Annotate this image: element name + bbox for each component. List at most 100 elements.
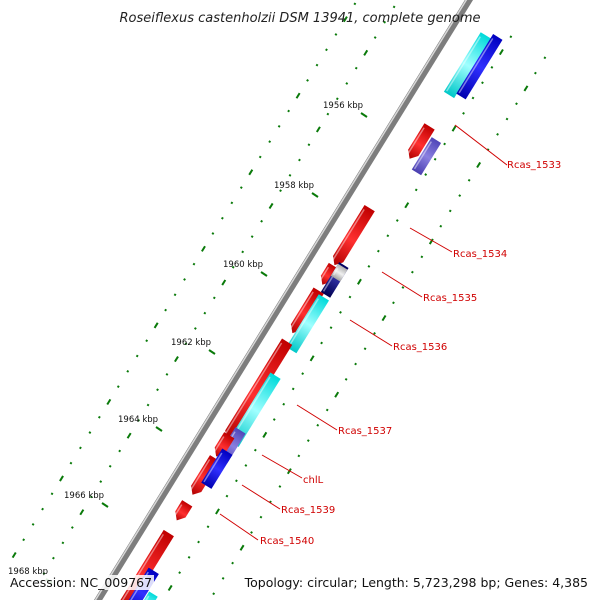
tick-mark	[360, 112, 368, 118]
gc-dot	[301, 372, 305, 375]
gc-dot	[376, 249, 380, 253]
gc-dot	[156, 388, 159, 392]
gene-label-rcas-1536: Rcas_1536	[393, 342, 447, 353]
gc-dot	[146, 403, 150, 407]
gene-rcas-1534	[331, 204, 375, 266]
gc-dot	[52, 556, 55, 560]
gc-dot	[443, 142, 446, 146]
gc-dot	[165, 373, 169, 376]
gc-dot	[433, 157, 437, 161]
gc-dot	[97, 415, 101, 419]
gc-dot	[262, 431, 268, 438]
gc-dot	[248, 169, 254, 176]
gc-dot	[167, 584, 173, 592]
gc-dot	[329, 326, 333, 330]
gc-dot	[137, 418, 140, 422]
gc-dot	[498, 48, 504, 56]
gc-dot	[505, 117, 509, 121]
gc-dot	[395, 219, 399, 222]
gene-red-long	[223, 338, 293, 440]
map-title: Roseiflexus castenholzii DSM 13941, comp…	[120, 11, 481, 26]
gc-dot	[153, 322, 159, 329]
gene-label-chll: chlL	[303, 475, 324, 486]
gc-dot	[231, 265, 235, 269]
gc-dot	[187, 555, 191, 559]
gc-dot	[173, 293, 177, 297]
gc-dot	[192, 262, 196, 266]
gc-dot	[411, 270, 414, 274]
gc-dot	[316, 423, 320, 427]
gc-dot	[404, 202, 410, 209]
gc-dot	[79, 509, 85, 516]
gene-rcas-1533	[411, 137, 442, 176]
gc-dot	[325, 48, 328, 52]
gc-dot	[320, 341, 323, 345]
gc-dot	[203, 311, 207, 315]
gene-label-rcas-1535: Rcas_1535	[423, 293, 477, 304]
gc-dot	[414, 188, 418, 192]
gene-labels: Rcas_1533 Rcas_1534 Rcas_1535 Rcas_1536 Rcas…	[219, 124, 561, 547]
gene-label-rcas-1534: Rcas_1534	[453, 249, 507, 260]
gc-dot	[295, 92, 301, 99]
gc-dot	[183, 278, 186, 281]
gc-dot	[367, 265, 371, 268]
gc-dot	[212, 592, 216, 596]
gene-label-rcas-1540: Rcas_1540	[260, 536, 314, 547]
gc-dot	[334, 33, 338, 36]
gc-dot	[108, 464, 112, 468]
gc-dot	[383, 20, 387, 24]
gc-dot	[339, 310, 342, 314]
gc-dot	[212, 296, 216, 300]
tick-label: 1956 kbp	[323, 101, 363, 111]
gc-dot	[515, 102, 518, 106]
gc-dot	[326, 112, 330, 116]
gene-leader-line	[454, 124, 508, 166]
gc-dot	[41, 507, 44, 511]
gc-dot	[392, 5, 396, 9]
gc-dot	[335, 97, 339, 101]
gc-dot	[61, 541, 65, 545]
gc-dot	[348, 295, 352, 299]
gc-dot	[476, 161, 482, 169]
gc-dot	[272, 418, 276, 421]
gc-dot	[206, 525, 210, 529]
gc-dot	[458, 194, 462, 197]
gc-dot	[363, 347, 367, 351]
gc-dot	[106, 398, 112, 406]
gc-dot	[439, 224, 443, 228]
gc-dot	[543, 56, 547, 60]
gc-dot	[259, 515, 263, 519]
gc-dot	[42, 572, 46, 575]
gc-dot	[230, 201, 234, 205]
tick-label: 1964 kbp	[118, 415, 158, 425]
gc-dot	[99, 480, 103, 483]
accession-label: Accession: NC_009767	[8, 575, 155, 590]
gene-leader-line	[409, 227, 453, 253]
gc-dot	[282, 402, 286, 406]
genome-backbone-highlight	[94, 0, 468, 600]
gc-dot	[344, 377, 348, 381]
gc-dot	[22, 538, 26, 542]
gene-blue	[456, 34, 503, 100]
gc-dot	[69, 461, 73, 465]
gc-dot	[373, 36, 377, 39]
gc-dot	[164, 308, 167, 312]
gc-dot	[315, 63, 319, 67]
gc-dot	[193, 327, 197, 330]
gene-rcas-1540	[173, 500, 193, 521]
gene-leader-line	[219, 513, 259, 541]
gc-dot	[268, 140, 272, 144]
gc-dot	[145, 339, 149, 343]
gc-dot	[239, 544, 245, 551]
gc-dot	[126, 432, 132, 439]
gc-dot	[239, 186, 243, 189]
gc-dot	[428, 238, 434, 245]
gc-dot	[462, 111, 465, 115]
gc-dot	[88, 431, 92, 434]
gene-red-bottom	[115, 529, 174, 600]
gc-dot	[401, 286, 405, 289]
gene-cyan	[443, 32, 491, 99]
gc-dot	[197, 540, 200, 544]
gc-dot	[279, 189, 282, 193]
gc-dot	[59, 475, 64, 482]
